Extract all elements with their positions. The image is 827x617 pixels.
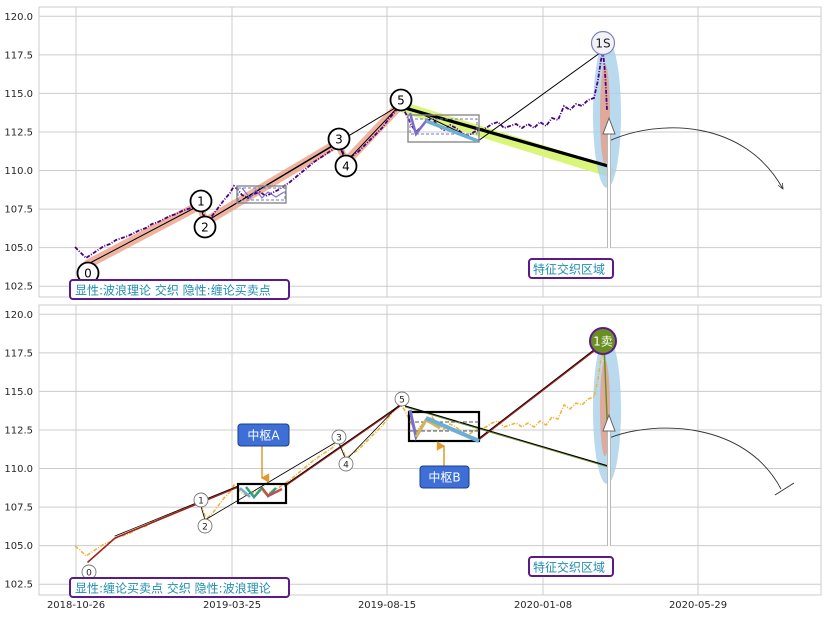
pivot-box-B	[407, 409, 481, 443]
bottom-forecast-endbar	[774, 482, 795, 496]
y-tick-label: 110.0	[4, 464, 33, 475]
svg-text:0: 0	[84, 267, 92, 281]
y-tick-label: 107.5	[4, 205, 33, 216]
top-forecast-arrow	[608, 127, 783, 189]
bottom-wave-labels: 0 1 2 3 4 5 1卖	[81, 327, 617, 580]
wave-label-3: 3	[327, 127, 351, 151]
top-decline-thick	[404, 106, 609, 168]
bottom-forecast-curve	[608, 427, 782, 490]
bottom-decline-line-green	[404, 406, 609, 468]
svg-text:3: 3	[336, 434, 342, 444]
bottom-white-arrow	[602, 413, 616, 546]
y-tick-label: 117.5	[4, 50, 33, 61]
svg-text:特征交织区域: 特征交织区域	[533, 262, 605, 277]
bottom-y-ticks: 102.5 105.0 107.5 110.0 112.5 115.0 117.5 120.0	[4, 310, 33, 591]
x-tick-label: 2020-01-08	[514, 600, 572, 611]
y-tick-label: 107.5	[4, 503, 33, 514]
x-tick-label: 2019-08-15	[358, 600, 416, 611]
x-tick-label: 2020-05-29	[669, 600, 727, 611]
svg-text:2: 2	[202, 523, 208, 533]
bottom-wave-label-2: 2	[197, 518, 213, 534]
svg-text:特征交织区域: 特征交织区域	[533, 560, 605, 575]
top-annotation-region: 特征交织区域	[528, 258, 614, 279]
y-tick-label: 105.0	[4, 541, 33, 552]
top-plot-area	[38, 6, 822, 298]
svg-text:1: 1	[197, 195, 205, 209]
y-tick-label: 105.0	[4, 243, 33, 254]
peak-label-1sell: 1卖	[589, 327, 617, 355]
top-panel: 102.5 105.0 107.5 110.0 112.5 115.0 117.5 120.0	[4, 6, 822, 300]
svg-text:5: 5	[397, 94, 405, 108]
svg-text:中枢B: 中枢B	[428, 470, 460, 485]
svg-text:2: 2	[201, 221, 209, 235]
bottom-decline-line	[404, 405, 609, 467]
y-tick-label: 115.0	[4, 387, 33, 398]
pivot-box-A	[236, 482, 288, 505]
y-tick-label: 117.5	[4, 348, 33, 359]
y-tick-label: 115.0	[4, 89, 33, 100]
top-wave-labels: 0 1 2 3 4 5 1S	[76, 30, 616, 285]
svg-text:3: 3	[335, 133, 343, 147]
y-tick-label: 120.0	[4, 12, 33, 23]
bottom-wave-label-5: 5	[394, 391, 410, 407]
pivot-tag-B: 中枢B	[419, 465, 470, 489]
svg-text:4: 4	[342, 160, 350, 174]
bottom-wave-label-4: 4	[338, 456, 354, 472]
x-tick-label: 2019-03-25	[203, 600, 261, 611]
top-grid	[39, 7, 821, 297]
svg-text:显性:波浪理论 交织 隐性:缠论买卖点: 显性:波浪理论 交织 隐性:缠论买卖点	[75, 283, 271, 298]
svg-text:1S: 1S	[595, 37, 610, 51]
bottom-plot-area	[38, 304, 822, 596]
y-tick-label: 112.5	[4, 127, 33, 138]
top-pivot-box-1	[236, 185, 287, 204]
y-tick-label: 112.5	[4, 425, 33, 436]
pivot-tag-A: 中枢A	[237, 423, 290, 447]
x-axis-ticks: 2018-10-26 2019-03-25 2019-08-15 2020-01-08…	[47, 600, 727, 611]
svg-text:0: 0	[86, 569, 92, 579]
x-tick-label: 2018-10-26	[47, 600, 105, 611]
bottom-annotation-left: 显性:缠论买卖点 交织 隐性:波浪理论	[69, 577, 290, 598]
peak-label-1S: 1S	[590, 30, 616, 56]
bottom-wave-label-1: 1	[193, 492, 209, 508]
svg-text:中枢A: 中枢A	[247, 428, 280, 443]
y-tick-label: 110.0	[4, 166, 33, 177]
svg-text:1: 1	[198, 497, 204, 507]
wave-label-5: 5	[389, 88, 413, 112]
y-tick-label: 120.0	[4, 310, 33, 321]
wave-label-1: 1	[189, 189, 213, 213]
top-y-ticks: 102.5 105.0 107.5 110.0 112.5 115.0 117.5 120.0	[4, 12, 33, 293]
bottom-wave-label-0: 0	[81, 564, 97, 580]
top-up-to-1S	[477, 49, 605, 142]
top-annotation-left: 显性:波浪理论 交织 隐性:缠论买卖点	[69, 279, 290, 300]
svg-text:5: 5	[399, 396, 405, 406]
bottom-panel: 102.5 105.0 107.5 110.0 112.5 115.0 117.5 120.0	[4, 304, 822, 598]
svg-text:1卖: 1卖	[593, 335, 613, 349]
top-white-arrow	[602, 116, 616, 248]
svg-text:显性:缠论买卖点 交织 隐性:波浪理论: 显性:缠论买卖点 交织 隐性:波浪理论	[75, 581, 271, 596]
wave-label-2: 2	[193, 215, 217, 239]
top-pivot-box-2	[407, 112, 480, 143]
bottom-wave-label-3: 3	[331, 429, 347, 445]
bottom-annotation-region: 特征交织区域	[528, 556, 614, 577]
svg-text:4: 4	[343, 461, 349, 471]
wave-label-4: 4	[334, 154, 358, 178]
y-tick-label: 102.5	[4, 580, 33, 591]
y-tick-label: 102.5	[4, 282, 33, 293]
